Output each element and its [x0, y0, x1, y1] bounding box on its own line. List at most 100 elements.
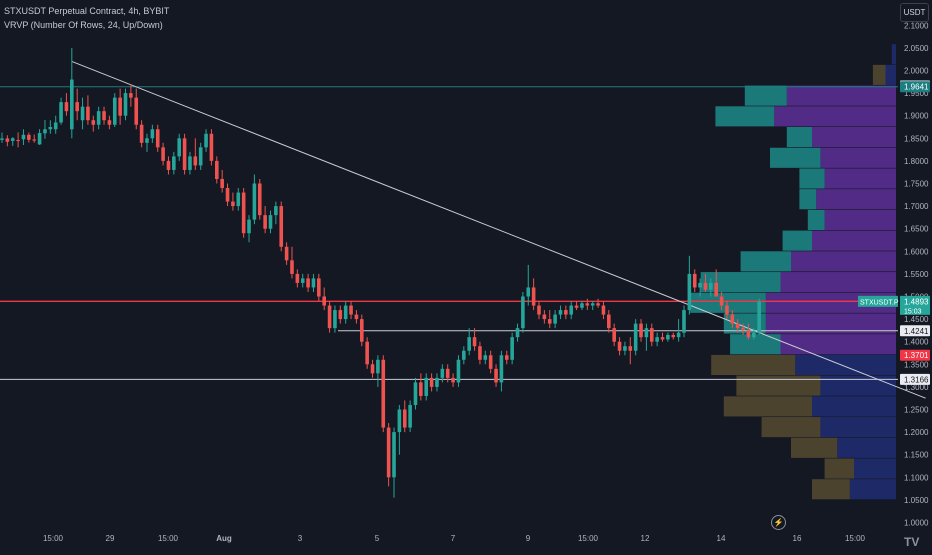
candle-body[interactable] [139, 124, 144, 143]
candle-body[interactable] [580, 303, 584, 308]
candle-body[interactable] [757, 301, 761, 333]
candle-body[interactable] [37, 133, 42, 145]
candle-body[interactable] [397, 409, 402, 433]
candle-body[interactable] [381, 359, 386, 428]
candle-body[interactable] [429, 377, 434, 387]
candle-body[interactable] [655, 337, 659, 342]
candle-body[interactable] [295, 273, 300, 283]
candle-body[interactable] [408, 404, 412, 428]
candle-body[interactable] [419, 382, 423, 396]
candle-body[interactable] [666, 334, 670, 340]
price-tag[interactable] [900, 349, 930, 361]
candle-body[interactable] [719, 296, 724, 306]
candle-body[interactable] [612, 328, 616, 342]
candle-body[interactable] [499, 355, 504, 383]
candle-body[interactable] [231, 201, 235, 207]
candle-body[interactable] [682, 310, 686, 333]
candle-body[interactable] [145, 138, 149, 143]
candle-body[interactable] [172, 156, 176, 170]
candle-body[interactable] [644, 328, 649, 338]
candle-body[interactable] [574, 305, 579, 308]
candle-body[interactable] [730, 314, 735, 324]
candle-body[interactable] [698, 282, 702, 288]
candle-body[interactable] [166, 160, 171, 170]
candle-body[interactable] [483, 355, 488, 360]
candle-body[interactable] [70, 79, 74, 130]
candle-body[interactable] [198, 147, 203, 166]
indicator-legend[interactable]: VRVP (Number Of Rows, 24, Up/Down) [4, 20, 163, 30]
candle-body[interactable] [607, 314, 611, 329]
candle-body[interactable] [521, 296, 525, 329]
candle-body[interactable] [402, 409, 407, 428]
candle-body[interactable] [354, 314, 359, 320]
candle-body[interactable] [177, 138, 182, 157]
candle-body[interactable] [392, 432, 396, 478]
candle-body[interactable] [96, 111, 101, 125]
candle-body[interactable] [129, 93, 133, 98]
candle-body[interactable] [241, 192, 246, 234]
candle-body[interactable] [107, 120, 112, 125]
candle-body[interactable] [80, 106, 85, 121]
candle-body[interactable] [462, 350, 466, 360]
candle-body[interactable] [370, 364, 375, 374]
lightning-icon[interactable]: ⚡ [771, 515, 786, 530]
candle-body[interactable] [32, 139, 37, 141]
candle-body[interactable] [435, 377, 439, 387]
candle-body[interactable] [252, 183, 257, 220]
price-tag[interactable] [900, 325, 930, 337]
candle-body[interactable] [0, 138, 4, 140]
candle-body[interactable] [75, 102, 79, 112]
candle-body[interactable] [209, 133, 214, 161]
candle-body[interactable] [338, 310, 343, 320]
candle-body[interactable] [21, 134, 26, 140]
candle-body[interactable] [601, 305, 606, 315]
candle-body[interactable] [531, 287, 536, 306]
candle-body[interactable] [649, 328, 654, 342]
price-tag[interactable] [900, 373, 930, 385]
candle-body[interactable] [564, 310, 568, 315]
candle-body[interactable] [112, 97, 117, 125]
candle-body[interactable] [150, 129, 155, 139]
candle-body[interactable] [752, 332, 756, 338]
candle-body[interactable] [300, 278, 305, 283]
candle-body[interactable] [247, 219, 251, 234]
candle-body[interactable] [118, 97, 122, 116]
candle-body[interactable] [676, 332, 681, 338]
candle-body[interactable] [569, 305, 574, 315]
candle-body[interactable] [671, 334, 676, 338]
candle-body[interactable] [279, 206, 284, 247]
candle-body[interactable] [692, 273, 697, 288]
candle-body[interactable] [478, 346, 482, 360]
candle-body[interactable] [687, 273, 692, 311]
candle-body[interactable] [204, 133, 208, 148]
candle-body[interactable] [16, 140, 20, 142]
candle-body[interactable] [623, 346, 627, 351]
candle-body[interactable] [215, 160, 219, 179]
symbol-tag[interactable] [858, 295, 898, 307]
candle-body[interactable] [102, 111, 106, 121]
candle-body[interactable] [456, 359, 461, 383]
candle-body[interactable] [725, 305, 729, 315]
candle-body[interactable] [193, 156, 198, 166]
candle-body[interactable] [440, 368, 445, 378]
candle-body[interactable] [590, 303, 595, 306]
candle-body[interactable] [257, 183, 262, 216]
candle-body[interactable] [617, 341, 622, 351]
candle-body[interactable] [746, 330, 751, 338]
candle-body[interactable] [134, 97, 139, 125]
candle-body[interactable] [526, 287, 531, 297]
candle-body[interactable] [274, 206, 278, 216]
candle-body[interactable] [709, 282, 713, 290]
candle-body[interactable] [155, 129, 160, 148]
candle-body[interactable] [322, 296, 326, 306]
candle-body[interactable] [504, 355, 509, 360]
currency-button[interactable]: USDT [900, 3, 929, 22]
candle-body[interactable] [48, 127, 53, 130]
candle-body[interactable] [660, 337, 665, 340]
candle-body[interactable] [311, 278, 316, 288]
candle-body[interactable] [451, 377, 455, 383]
candle-body[interactable] [225, 188, 230, 202]
candle-body[interactable] [537, 305, 541, 315]
candle-body[interactable] [284, 246, 289, 261]
